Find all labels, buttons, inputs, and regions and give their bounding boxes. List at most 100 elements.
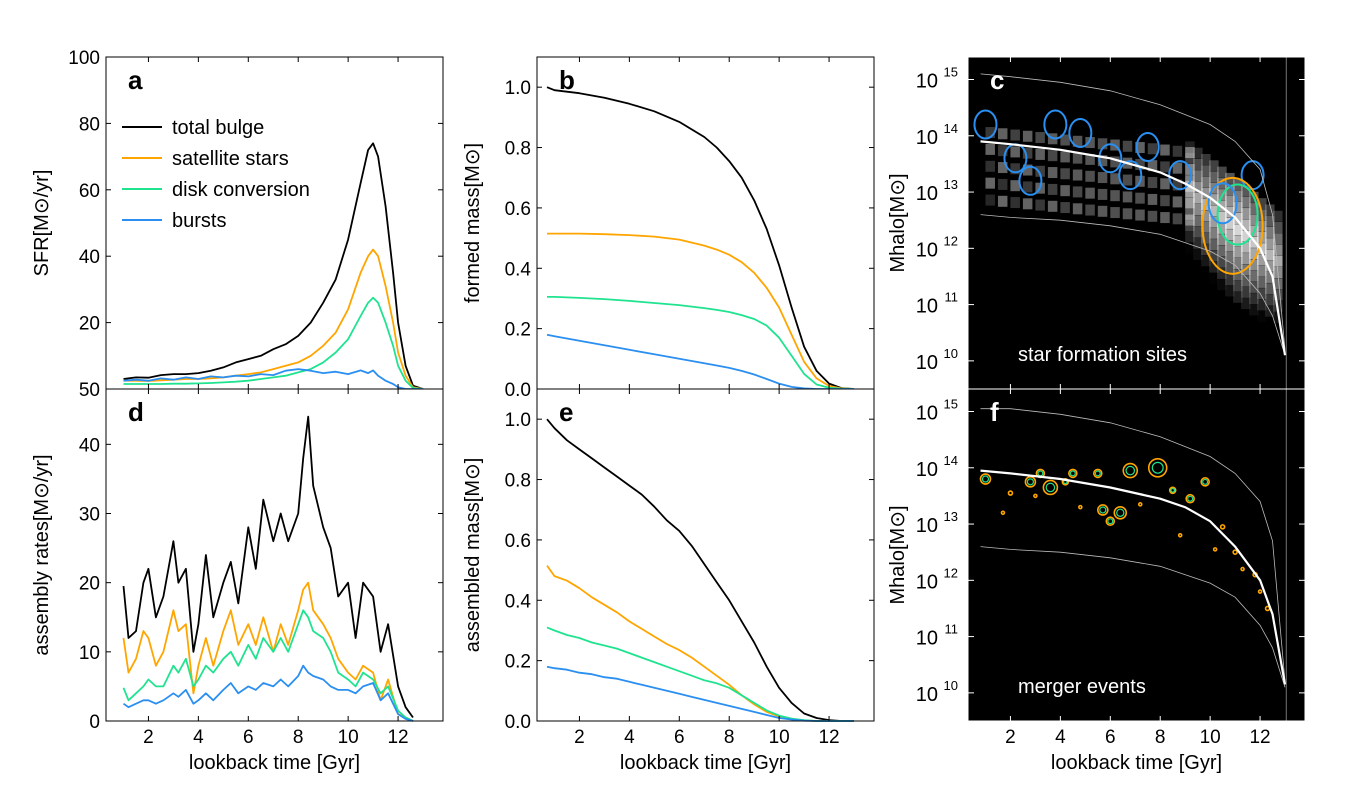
- density-cell: [1185, 197, 1195, 209]
- panel-label-d: d: [128, 397, 144, 427]
- density-cell: [1135, 158, 1145, 170]
- density-cell: [1193, 203, 1203, 215]
- panel-label-c: c: [990, 65, 1004, 95]
- axes-frame-e: [536, 388, 875, 722]
- density-cell: [1265, 204, 1275, 216]
- density-cell: [1160, 178, 1170, 190]
- merger-event-inner: [1026, 478, 1035, 486]
- y-tick-label: 40: [79, 435, 100, 456]
- density-cell: [1172, 213, 1183, 225]
- merger-event: [1007, 490, 1014, 496]
- density-cell: [1172, 162, 1183, 174]
- density-cell: [1122, 174, 1133, 186]
- density-cell: [985, 177, 995, 189]
- density-cell: [1265, 283, 1275, 295]
- density-cell: [1241, 208, 1251, 220]
- density-cell: [1209, 216, 1219, 228]
- density-cell: [1209, 250, 1219, 262]
- density-cell: [1193, 192, 1203, 204]
- density-cell: [1273, 221, 1283, 233]
- density-cell: [1147, 210, 1158, 222]
- density-cell: [1010, 197, 1020, 209]
- density-cell: [1201, 210, 1211, 222]
- x-tick-label: 12: [818, 727, 839, 748]
- density-cell: [1217, 234, 1227, 246]
- density-cell: [1201, 255, 1211, 267]
- density-cell: [1193, 237, 1203, 249]
- density-cell: [1265, 226, 1275, 238]
- density-cell: [1085, 170, 1095, 182]
- legend-label: bursts: [172, 210, 226, 232]
- axes-frame-f: [967, 388, 1306, 722]
- panel-e: 0.0 0.2 0.4 0.6 0.8 1.0 2 4 6 8 10 12 e assembled mas…: [462, 388, 875, 774]
- density-cell: [1265, 215, 1275, 227]
- density-cell: [1233, 224, 1243, 236]
- x-tick-label: 8: [293, 727, 304, 748]
- x-axis-label-f: lookback time [Gyr]: [1051, 752, 1222, 774]
- contour-bursts: [1068, 117, 1093, 148]
- legend-label: satellite stars: [172, 148, 289, 170]
- density-cell: [1233, 269, 1243, 281]
- density-cell: [1249, 203, 1259, 215]
- y-tick-label: 10: [916, 403, 938, 425]
- density-cell: [1257, 254, 1267, 266]
- axes-frame-d: [105, 388, 444, 722]
- x-tick-label: 4: [624, 727, 635, 748]
- density-cell: [985, 194, 995, 206]
- density-cell: [1249, 304, 1259, 316]
- y-axis-label-f: Mhalo[M⊙]: [887, 505, 909, 604]
- merger-event: [1219, 524, 1226, 530]
- x-tick-label: 2: [143, 727, 154, 748]
- density-cell: [1022, 198, 1033, 210]
- y-tick-exponent: 10: [944, 678, 958, 693]
- density-cell: [1265, 294, 1275, 306]
- series-line-disk-conversion: [122, 609, 414, 722]
- merger-event: [979, 473, 992, 485]
- density-cell: [1233, 291, 1243, 303]
- legend-label: disk conversion: [172, 179, 310, 201]
- density-cell: [1249, 281, 1259, 293]
- density-cell: [1193, 147, 1203, 159]
- lower-envelope-line: [980, 546, 1286, 688]
- merger-event: [1024, 476, 1037, 488]
- density-cell: [1241, 230, 1251, 242]
- density-cell: [1110, 207, 1120, 219]
- merger-event-inner: [1170, 487, 1176, 493]
- density-cell: [997, 195, 1008, 207]
- median-halo-mass-line: [980, 469, 1287, 685]
- series-line-total-bulge: [546, 86, 855, 390]
- density-cell: [1273, 278, 1283, 290]
- density-cell: [1047, 200, 1058, 212]
- merger-event-inner: [1045, 482, 1056, 493]
- y-tick-label: 1.0: [505, 410, 531, 431]
- density-cell: [1225, 240, 1235, 252]
- density-cell: [1022, 147, 1033, 159]
- density-cell: [1233, 190, 1243, 202]
- density-cell: [1097, 172, 1108, 184]
- series-line-disk-conversion: [123, 296, 424, 390]
- merger-event: [1033, 493, 1038, 499]
- y-tick-exponent: 10: [944, 346, 958, 361]
- upper-envelope-line: [980, 73, 1286, 350]
- density-cell: [1022, 164, 1033, 176]
- plot-area-b: [537, 57, 874, 389]
- contour-bursts: [1168, 160, 1193, 191]
- y-tick-exponent: 14: [944, 121, 958, 136]
- density-cell: [1217, 245, 1227, 257]
- density-cell: [1225, 217, 1235, 229]
- merger-events: [979, 457, 1271, 612]
- merger-event: [1257, 589, 1263, 594]
- density-cell: [1257, 243, 1267, 255]
- y-tick-label: 1.0: [505, 78, 531, 99]
- median-halo-mass-line: [980, 140, 1287, 356]
- merger-event: [1042, 479, 1059, 496]
- x-tick-label: 2: [1005, 727, 1016, 748]
- y-tick-label: 0.0: [505, 380, 531, 401]
- y-tick-label: 80: [79, 114, 100, 135]
- series-line-satellite-stars: [547, 232, 855, 390]
- panel-f: 10 10 10 11 10 12 10 13 10 14 10 15 2 4 6 8 10 12 f merger …: [887, 388, 1306, 774]
- density-cell: [1072, 203, 1083, 215]
- density-cell: [1265, 271, 1275, 283]
- density-cell: [1257, 198, 1267, 210]
- density-cell: [1241, 298, 1251, 310]
